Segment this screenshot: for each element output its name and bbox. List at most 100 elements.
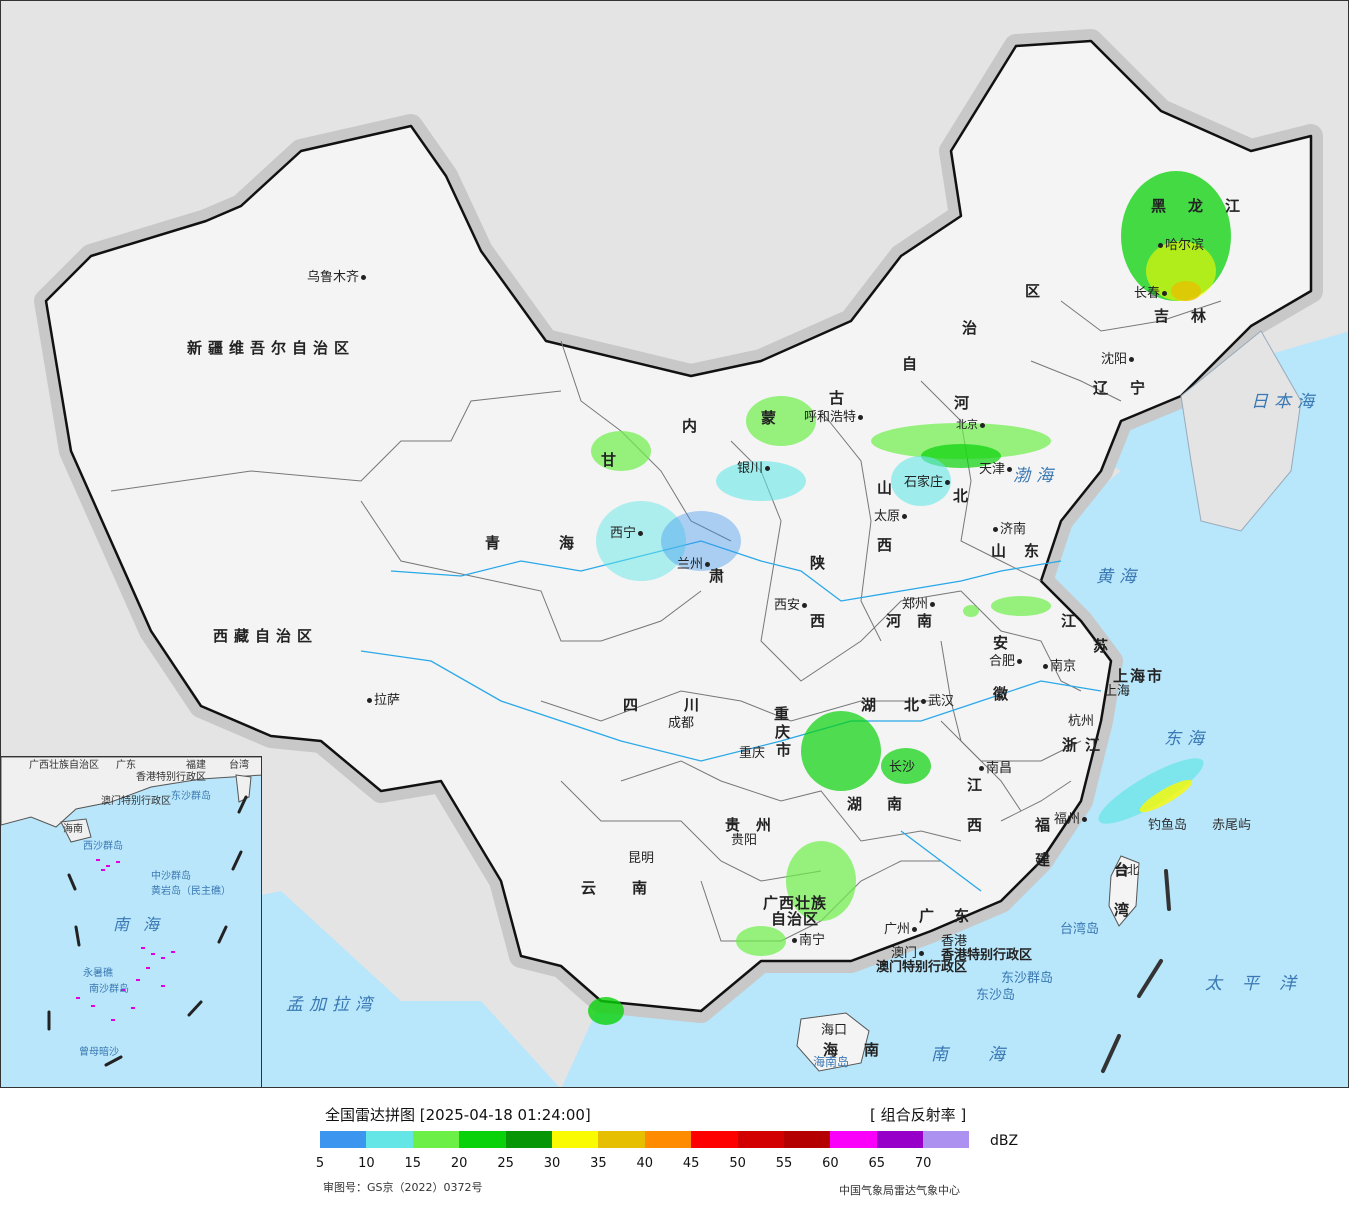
scale-tick-label: 50 [729, 1156, 746, 1171]
scale-tick-label: 65 [868, 1156, 886, 1171]
island-hainan: 海南岛 [813, 1055, 850, 1069]
city-jinan[interactable]: 济南 [991, 523, 1026, 536]
city-urumqi[interactable]: 乌鲁木齐 [307, 271, 368, 284]
scale-tick-label: 20 [450, 1156, 468, 1171]
island-dongsha: 东沙岛 [976, 988, 1016, 1003]
city-harbin[interactable]: 哈尔滨 [1156, 239, 1204, 252]
sea-east: 东海 [1164, 729, 1210, 749]
city-beijing[interactable]: 北京 [956, 419, 987, 430]
prov-sichuan: 四川 [623, 696, 746, 714]
sea-yellow: 黄海 [1096, 567, 1142, 587]
color-scale [320, 1131, 970, 1148]
inset-zhongsha: 中沙群岛 [151, 871, 191, 882]
approval-number: 审图号：GS京（2022）0372号 [323, 1181, 483, 1194]
color-swatch [551, 1131, 599, 1148]
scale-tick-label: 30 [543, 1156, 561, 1171]
city-taiyuan[interactable]: 太原 [874, 510, 909, 523]
inset-dongsha: 东沙群岛 [171, 791, 211, 802]
city-dot [1158, 243, 1163, 248]
prov-taiwan-2: 湾 [1114, 901, 1136, 919]
city-chengdu[interactable]: 成都 [668, 716, 695, 731]
city-shanghai[interactable]: 上海 [1104, 684, 1131, 699]
city-changsha[interactable]: 长沙 [889, 760, 916, 775]
city-hefei[interactable]: 合肥 [989, 655, 1024, 668]
city-hangzhou[interactable]: 杭州 [1068, 714, 1095, 729]
color-swatch [876, 1131, 924, 1148]
city-tianjin[interactable]: 天津 [979, 463, 1014, 476]
prov-zhejiang: 浙江 [1062, 736, 1109, 754]
city-shijiazhuang[interactable]: 石家庄 [904, 476, 952, 489]
scale-tick-label: 10 [358, 1156, 375, 1171]
sea-bohai: 渤海 [1013, 466, 1059, 486]
source-credit: 中国气象局雷达气象中心 [839, 1184, 960, 1197]
boundary-dashes [1101, 869, 1171, 1073]
city-nanchang[interactable]: 南昌 [977, 762, 1012, 775]
city-nanjing[interactable]: 南京 [1041, 660, 1076, 673]
city-hohhot[interactable]: 呼和浩特 [804, 411, 865, 424]
city-dot [1017, 659, 1023, 664]
city-dot [638, 531, 644, 536]
city-macau[interactable]: 澳门 [891, 947, 926, 960]
prov-shaanxi-2: 西 [810, 612, 832, 630]
rivers [360, 540, 1102, 892]
legend-title: 全国雷达拼图 [2025-04-18 01:24:00] [325, 1106, 591, 1124]
city-haikou[interactable]: 海口 [821, 1023, 848, 1038]
city-hongkong[interactable]: 香港 [941, 934, 968, 949]
city-dot [361, 275, 367, 280]
city-dot [930, 602, 936, 607]
prov-hainan-1: 海 [823, 1041, 845, 1059]
city-guiyang[interactable]: 贵阳 [731, 833, 758, 848]
color-swatch [644, 1131, 692, 1148]
city-dot [1129, 357, 1135, 362]
prov-guangdong: 广东 [919, 907, 990, 925]
inset-huangyan: 黄岩岛（民主礁） [151, 886, 231, 897]
product-label: [ 组合反射率 ] [870, 1106, 967, 1124]
inset-macau: 澳门特别行政区 [101, 796, 171, 807]
prov-jiangsu-2: 苏 [1093, 637, 1115, 655]
city-yinchuan[interactable]: 银川 [737, 462, 772, 475]
city-dot [1082, 817, 1088, 822]
prov-hebei-1: 河 [954, 394, 976, 412]
color-swatch [598, 1131, 645, 1148]
scale-tick-label: 35 [590, 1156, 607, 1171]
city-wuhan[interactable]: 武汉 [919, 695, 954, 708]
color-swatch [320, 1131, 367, 1148]
radar-map[interactable]: 日本海 渤海 黄海 东海 南海 太平洋 孟加拉湾 新疆维吾尔自治区 西藏自治区 … [0, 0, 1349, 1088]
color-swatch [412, 1131, 460, 1148]
prov-heilongjiang: 黑龙江 [1151, 197, 1263, 215]
city-dot [919, 951, 925, 956]
city-dot [1162, 291, 1168, 296]
prov-anhui-1: 安 [993, 634, 1015, 652]
prov-guangxi-2: 自治区 [771, 910, 820, 928]
prov-qinghai-1: 青 [485, 534, 507, 552]
city-dot [765, 466, 771, 471]
city-chongqing[interactable]: 重庆 [739, 746, 766, 761]
inset-xisha: 西沙群岛 [83, 841, 123, 852]
prov-anhui-2: 徽 [993, 685, 1015, 703]
city-zhengzhou[interactable]: 郑州 [902, 598, 937, 611]
city-xian[interactable]: 西安 [774, 599, 809, 612]
city-fuzhou[interactable]: 福州 [1054, 813, 1089, 826]
sea-pacific: 太平洋 [1205, 974, 1316, 994]
city-dot [802, 603, 808, 608]
prov-yunnan: 云南 [581, 879, 684, 897]
pacific-ocean [561, 331, 1348, 1087]
city-nanning[interactable]: 南宁 [790, 934, 825, 947]
city-lhasa[interactable]: 拉萨 [365, 694, 400, 707]
prov-fujian-1: 福 [1035, 816, 1057, 834]
city-xining[interactable]: 西宁 [610, 527, 645, 540]
city-changchun[interactable]: 长春 [1134, 287, 1169, 300]
city-guangzhou[interactable]: 广州 [884, 923, 919, 936]
color-swatch [737, 1131, 784, 1148]
scale-tick-label: 15 [404, 1156, 422, 1171]
prov-chongqing-2: 庆 [775, 723, 797, 741]
taiwan-island [1108, 855, 1140, 927]
city-shenyang[interactable]: 沈阳 [1101, 353, 1136, 366]
prov-shaanxi-1: 陕 [810, 554, 832, 572]
color-swatch [505, 1131, 552, 1148]
inset-fujian: 福建 [186, 760, 206, 771]
city-lanzhou[interactable]: 兰州 [677, 558, 712, 571]
city-kunming[interactable]: 昆明 [628, 851, 655, 866]
south-sea-inset[interactable]: 广西壮族自治区 广东 福建 台湾 香港特别行政区 澳门特别行政区 东沙群岛 海南… [1, 756, 262, 1087]
city-taipei[interactable]: 台北 [1115, 863, 1140, 877]
